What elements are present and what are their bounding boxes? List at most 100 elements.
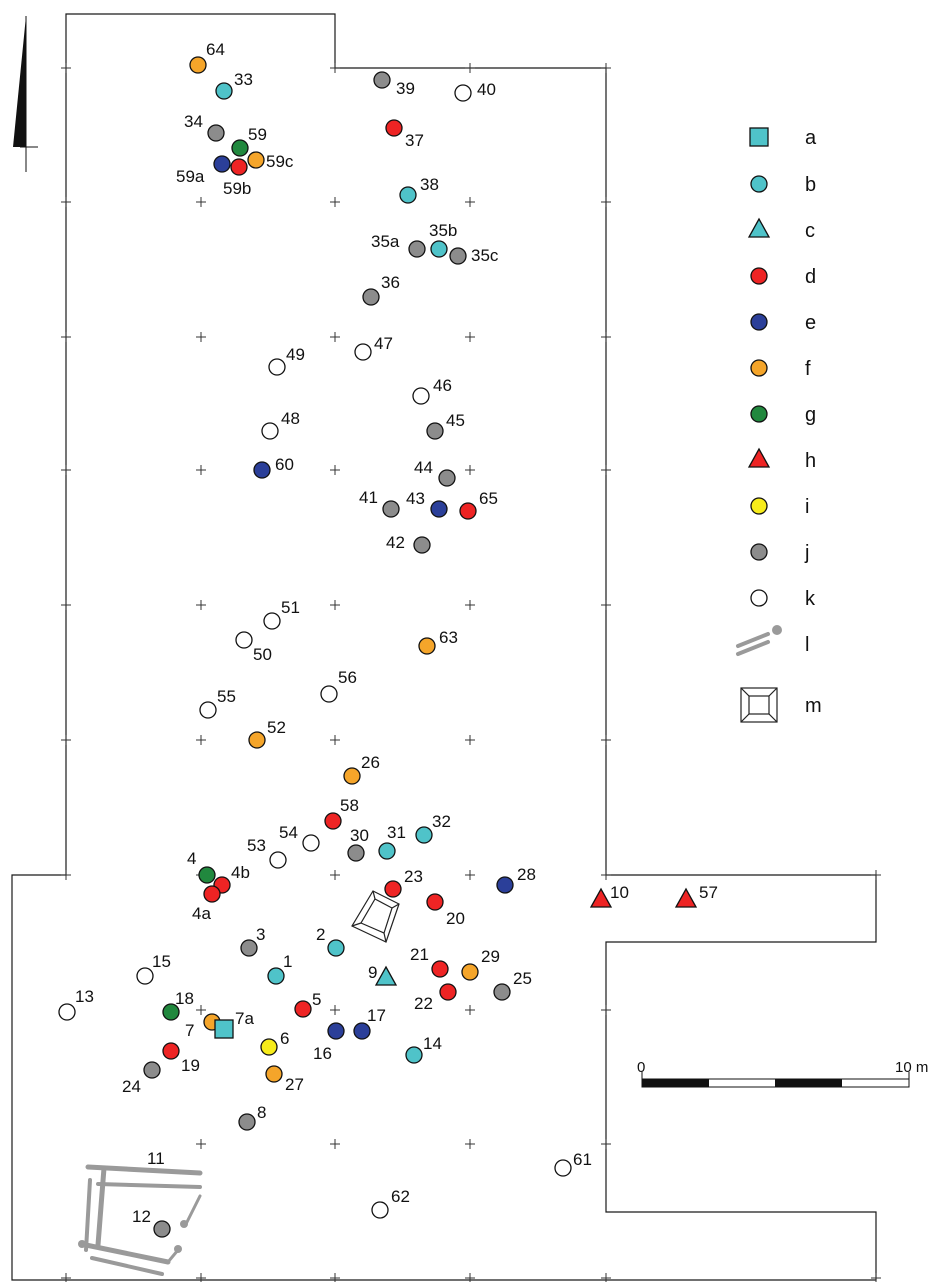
find-label-31: 31 (387, 823, 406, 842)
find-label-59b: 59b (223, 179, 251, 198)
find-marker-63 (418, 637, 436, 655)
find-label-63: 63 (439, 628, 458, 647)
find-label-34: 34 (184, 112, 203, 131)
find-marker-47 (354, 343, 372, 361)
find-marker-53 (269, 851, 287, 869)
legend-label-l: l (805, 634, 809, 656)
find-marker-23 (384, 880, 402, 898)
find-label-38: 38 (420, 175, 439, 194)
find-marker-10 (589, 887, 613, 908)
find-marker-9 (374, 965, 398, 986)
legend-symbol-a (749, 127, 769, 147)
find-marker-26 (343, 767, 361, 785)
legend: a b c d e f g h i j k l m (736, 127, 822, 723)
find-label-4b: 4b (231, 863, 250, 882)
legend-symbol-b (750, 175, 768, 193)
legend-label-m: m (805, 695, 822, 717)
timber-frame-feature (78, 1164, 203, 1276)
find-label-56: 56 (338, 668, 357, 687)
find-marker-42 (413, 536, 431, 554)
find-label-61: 61 (573, 1150, 592, 1169)
find-label-62: 62 (391, 1187, 410, 1206)
find-marker-8 (238, 1113, 256, 1131)
find-marker-38 (399, 186, 417, 204)
find-label-20: 20 (446, 909, 465, 928)
find-marker-19 (162, 1042, 180, 1060)
pit-feature (351, 890, 400, 943)
find-label-23: 23 (404, 867, 423, 886)
find-marker-18 (162, 1003, 180, 1021)
find-marker-44 (438, 469, 456, 487)
legend-symbol-f (750, 359, 768, 377)
find-label-29: 29 (481, 947, 500, 966)
find-label-6: 6 (280, 1029, 289, 1048)
find-label-37: 37 (405, 131, 424, 150)
find-marker-61 (554, 1159, 572, 1177)
find-label-44: 44 (414, 458, 433, 477)
find-marker-28 (496, 876, 514, 894)
find-marker-6 (260, 1038, 278, 1056)
find-label-13: 13 (75, 987, 94, 1006)
find-label-41: 41 (359, 488, 378, 507)
find-label-36: 36 (381, 273, 400, 292)
find-label-42: 42 (386, 533, 405, 552)
legend-symbol-k (750, 589, 768, 607)
legend-label-e: e (805, 312, 816, 334)
find-label-47: 47 (374, 334, 393, 353)
excavation-boundary (11, 13, 877, 1281)
find-marker-57 (674, 887, 698, 908)
find-label-5: 5 (312, 990, 321, 1009)
north-arrow-icon (13, 16, 38, 172)
find-label-2: 2 (316, 925, 325, 944)
find-marker-29 (461, 963, 479, 981)
find-label-43: 43 (406, 489, 425, 508)
legend-symbol-e (750, 313, 768, 331)
legend-label-h: h (805, 450, 816, 472)
legend-label-g: g (805, 404, 816, 426)
find-marker-16 (327, 1022, 345, 1040)
find-label-15: 15 (152, 952, 171, 971)
legend-feature-icon (736, 625, 782, 656)
find-marker-32 (415, 826, 433, 844)
find-label-17: 17 (367, 1006, 386, 1025)
find-label-49: 49 (286, 345, 305, 364)
find-label-24: 24 (122, 1077, 141, 1096)
legend-pit-icon (740, 687, 778, 723)
find-marker-36 (362, 288, 380, 306)
find-label-45: 45 (446, 411, 465, 430)
legend-label-c: c (805, 220, 815, 242)
find-label-48: 48 (281, 409, 300, 428)
find-label-64: 64 (206, 40, 225, 59)
find-marker-64 (189, 56, 207, 74)
find-label-19: 19 (181, 1056, 200, 1075)
legend-label-f: f (805, 358, 811, 380)
find-label-12: 12 (132, 1207, 151, 1226)
find-marker-40 (454, 84, 472, 102)
find-marker-46 (412, 387, 430, 405)
find-marker-31 (378, 842, 396, 860)
legend-symbol-i (750, 497, 768, 515)
find-label-46: 46 (433, 376, 452, 395)
legend-symbol-g (750, 405, 768, 423)
find-marker-54 (302, 834, 320, 852)
find-label-59a: 59a (176, 167, 205, 186)
find-label-1: 1 (283, 952, 292, 971)
find-label-28: 28 (517, 865, 536, 884)
find-label-60: 60 (275, 455, 294, 474)
find-marker-12 (153, 1220, 171, 1238)
find-marker-15 (136, 967, 154, 985)
find-label-55: 55 (217, 687, 236, 706)
scale-end-label: 10 m (895, 1059, 928, 1076)
find-marker-17 (353, 1022, 371, 1040)
find-label-32: 32 (432, 812, 451, 831)
find-label-27: 27 (285, 1075, 304, 1094)
find-marker-62 (371, 1201, 389, 1219)
find-label-26: 26 (361, 753, 380, 772)
find-label-57: 57 (699, 883, 718, 902)
find-label-35c: 35c (471, 246, 499, 265)
find-label-16: 16 (313, 1044, 332, 1063)
find-label-8: 8 (257, 1103, 266, 1122)
find-marker-4a (203, 885, 221, 903)
find-marker-24 (143, 1061, 161, 1079)
find-label-10: 10 (610, 883, 629, 902)
